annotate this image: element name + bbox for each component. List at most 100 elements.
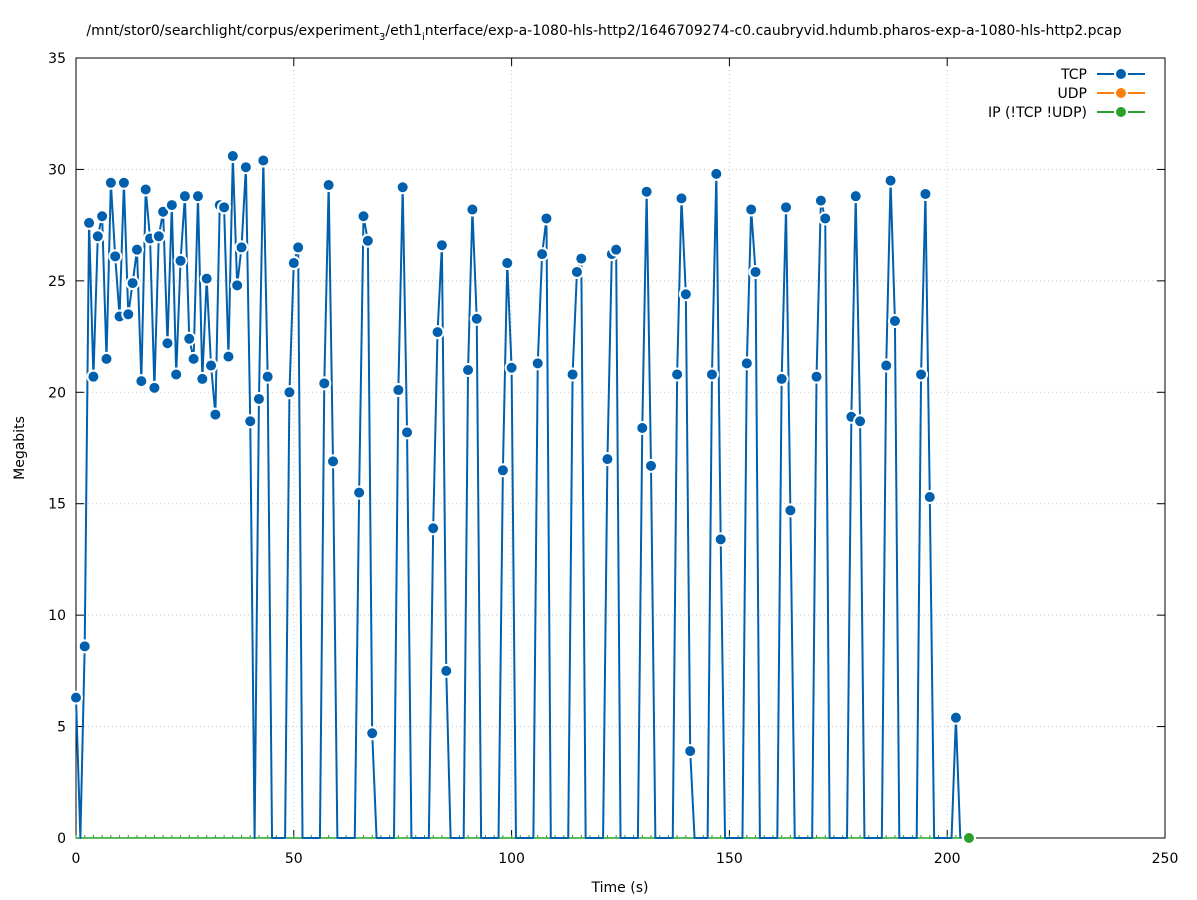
tcp-data-point [535,247,550,262]
tcp-data-point [147,380,162,395]
tcp-data-point [225,149,240,164]
tcp-data-point [783,503,798,518]
tcp-data-point [82,215,97,230]
tcp-data-point [887,313,902,328]
x-tick-label: 200 [934,851,961,867]
x-tick-label: 0 [72,851,81,867]
x-tick-label: 50 [285,851,303,867]
legend-marker [1114,67,1128,81]
title-subscript: 3 [379,32,385,43]
y-tick-label: 10 [48,608,66,624]
tcp-data-point [77,639,92,654]
tcp-data-point [251,391,266,406]
tcp-data-point [426,521,441,536]
tcp-data-point [186,351,201,366]
tcp-data-point [704,367,719,382]
tcp-data-point [818,211,833,226]
tcp-data-point [713,532,728,547]
legend-label: IP (!TCP !UDP) [988,105,1087,121]
tcp-data-point [151,229,166,244]
tcp-data-point [173,253,188,268]
tcp-data-point [530,356,545,371]
ip-data-point [961,831,976,845]
tcp-data-point [365,726,380,741]
tcp-data-point [321,178,336,193]
tcp-data-point [774,371,789,386]
tcp-data-point [195,371,210,386]
tcp-data-point [879,358,894,373]
tcp-data-point [116,175,131,190]
tcp-data-point [569,264,584,279]
y-tick-label: 5 [57,720,66,736]
legend-marker [1114,86,1128,100]
tcp-data-point [103,175,118,190]
y-tick-label: 15 [48,497,66,513]
tcp-data-point [678,287,693,302]
tcp-data-point [495,463,510,478]
tcp-data-point [539,211,554,226]
tcp-data-point [121,307,136,322]
x-axis-title: Time (s) [591,880,649,896]
tcp-data-point [108,249,123,264]
tcp-data-point [609,242,624,257]
y-tick-label: 35 [48,51,66,67]
tcp-data-point [809,369,824,384]
tcp-data-point [465,202,480,217]
tcp-data-point [813,193,828,208]
tcp-data-point [504,360,519,375]
x-tick-label: 150 [716,851,743,867]
tcp-data-point [326,454,341,469]
tcp-data-point [208,407,223,422]
tcp-data-point [848,189,863,204]
tcp-data-point [434,238,449,253]
tcp-data-point [748,264,763,279]
tcp-data-point [125,276,140,291]
tcp-data-point [204,358,219,373]
tcp-data-point [238,160,253,175]
tcp-data-point [234,240,249,255]
tcp-data-point [90,229,105,244]
tcp-data-point [352,485,367,500]
tcp-data-point [948,710,963,725]
tcp-data-point [291,240,306,255]
tcp-data-point [182,331,197,346]
tcp-data-point [190,189,205,204]
legend-marker [1114,105,1128,119]
y-tick-label: 25 [48,274,66,290]
tcp-data-point [670,367,685,382]
series-layer [69,149,976,845]
legend: TCP UDP IP (!TCP !UDP) [988,67,1145,121]
tcp-data-point [918,186,933,201]
tcp-data-point [164,198,179,213]
tcp-data-point [221,349,236,364]
tcp-data-point [739,356,754,371]
tcp-data-point [683,744,698,759]
tcp-data-point [709,166,724,181]
tcp-data-point [600,452,615,467]
x-tick-label: 250 [1152,851,1179,867]
tcp-series-line [75,155,962,839]
title-part: /eth1 [385,23,422,39]
tcp-data-point [69,690,83,705]
tcp-data-point [469,311,484,326]
tcp-data-point [635,420,650,435]
tcp-data-point [169,367,184,382]
tcp-data-point [99,351,114,366]
tcp-data-point [160,336,175,351]
y-tick-label: 0 [57,831,66,847]
tcp-data-point [256,153,271,168]
title-part: /mnt/stor0/searchlight/corpus/experiment [86,23,379,39]
tcp-data-point [922,490,937,505]
tcp-data-point [230,278,245,293]
tcp-data-point [565,367,580,382]
tcp-data-point [674,191,689,206]
tcp-data-point [356,209,371,224]
tcp-data-point [199,271,214,286]
x-tick-label: 100 [498,851,525,867]
tcp-data-point [282,385,297,400]
tcp-data-point [400,425,415,440]
tcp-data-point [360,233,375,248]
tcp-data-point [744,202,759,217]
tcp-data-point [86,369,101,384]
y-tick-label: 30 [48,162,66,178]
